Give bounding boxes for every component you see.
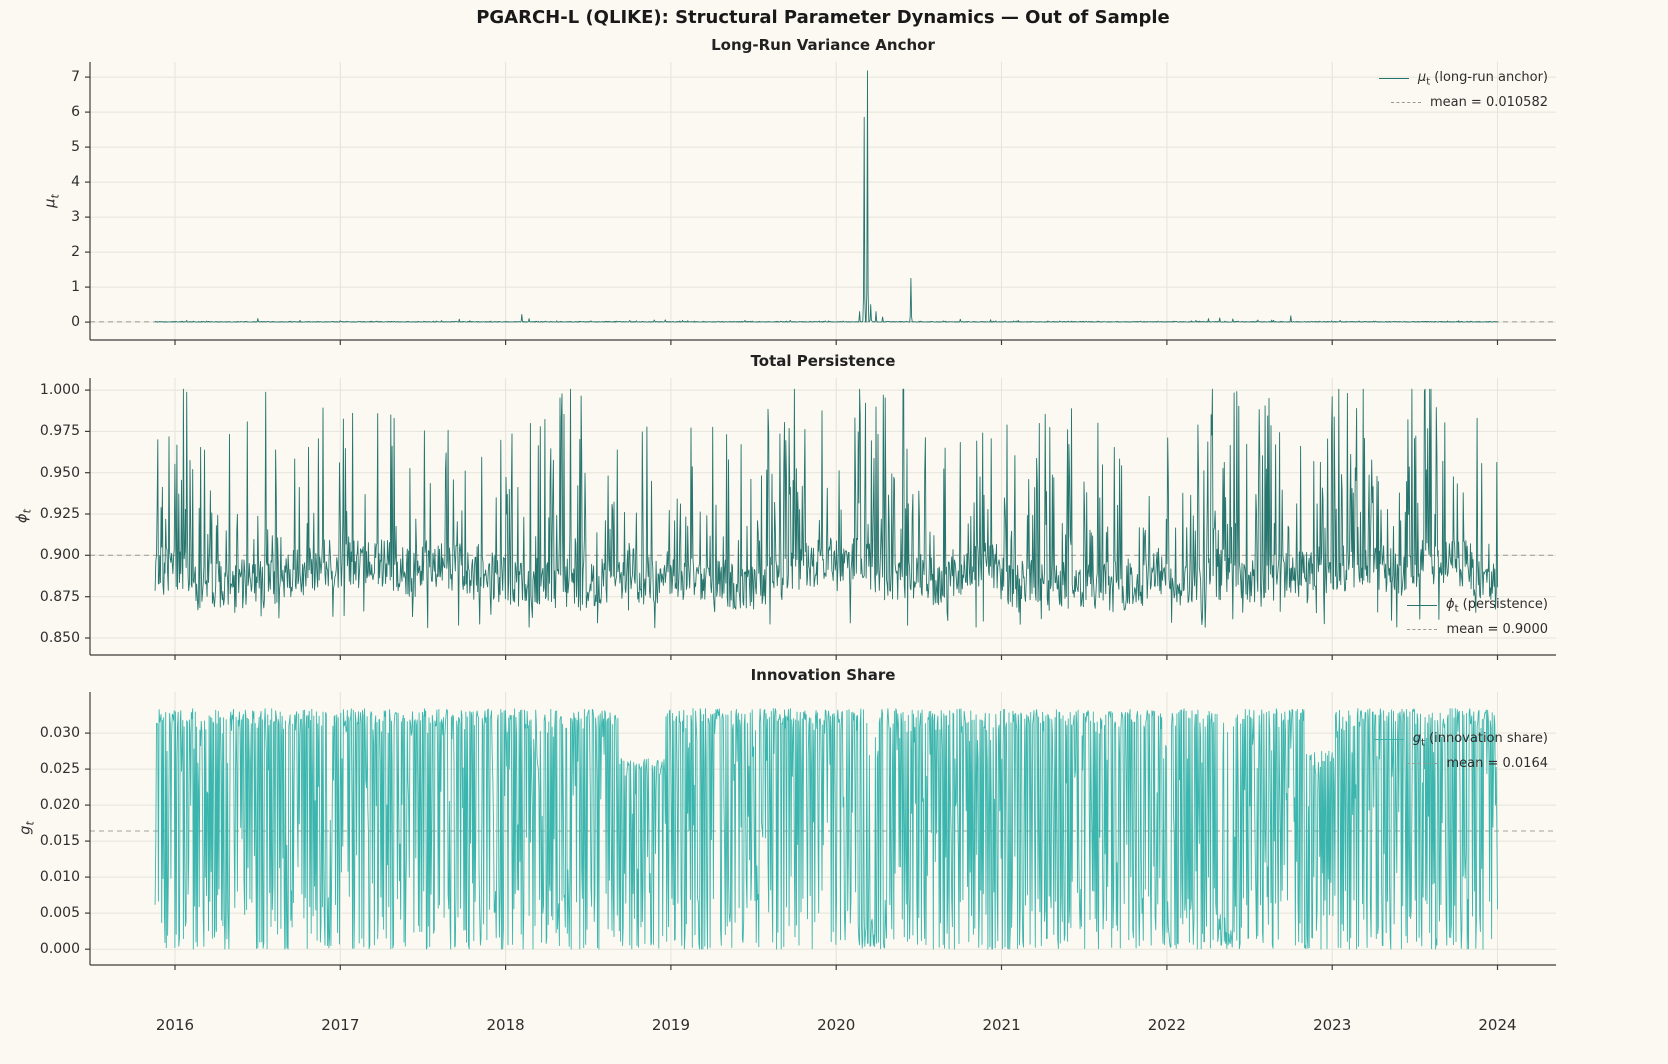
y-tick-label: 0.850 <box>39 629 80 646</box>
y-tick-label: 0.875 <box>39 588 80 605</box>
legend-line-sample-icon <box>1406 605 1437 607</box>
legend-line-sample-icon <box>1373 739 1404 741</box>
series-line-mu_t <box>154 70 1498 323</box>
series-line-g_t <box>154 708 1498 950</box>
mu-symbol: μ <box>42 198 59 208</box>
y-tick-label: 6 <box>71 104 80 121</box>
legend-item-phi-series: ϕt (persistence) <box>1406 597 1548 615</box>
legend-item-g-series: gt (innovation share) <box>1373 731 1548 749</box>
y-tick-label: 3 <box>71 209 80 226</box>
legend-item-mean: mean = 0.0164 <box>1407 756 1548 771</box>
y-tick-label: 0 <box>71 314 80 331</box>
series-line-phi_t <box>154 388 1498 629</box>
legend-item-mean: mean = 0.9000 <box>1407 622 1548 637</box>
main-title: PGARCH-L (QLIKE): Structural Parameter D… <box>476 7 1170 28</box>
y-tick-label: 0.020 <box>39 797 80 814</box>
legend-dash-sample-icon <box>1407 628 1438 630</box>
legend-panel-3: gt (innovation share) mean = 0.0164 <box>1373 731 1548 771</box>
panel-title-innovation-share: Innovation Share <box>750 666 896 684</box>
y-tick-label: 0.975 <box>39 423 80 440</box>
y-tick-label: 5 <box>71 139 80 156</box>
x-tick-label: 2023 <box>1313 1016 1352 1034</box>
legend-panel-2: ϕt (persistence) mean = 0.9000 <box>1406 597 1548 637</box>
y-tick-label: 0.005 <box>39 905 80 922</box>
legend-dash-sample-icon <box>1407 762 1438 764</box>
y-tick-label: 0.925 <box>39 506 80 523</box>
legend-panel-1: μt (long-run anchor) mean = 0.010582 <box>1378 70 1548 110</box>
x-tick-label: 2017 <box>321 1016 360 1034</box>
x-tick-label: 2018 <box>486 1016 525 1034</box>
y-tick-label: 1 <box>71 279 80 296</box>
y-tick-label: 0.025 <box>39 761 80 778</box>
legend-item-mu-series: μt (long-run anchor) <box>1378 70 1548 88</box>
legend-label: μt (long-run anchor) <box>1417 70 1548 88</box>
x-tick-label: 2019 <box>651 1016 690 1034</box>
legend-label: ϕt (persistence) <box>1445 597 1548 615</box>
y-tick-label: 0.950 <box>39 464 80 481</box>
legend-label: gt (innovation share) <box>1412 731 1548 749</box>
x-tick-label: 2016 <box>155 1016 195 1034</box>
y-tick-label: 0.000 <box>39 941 80 958</box>
legend-mean-label: mean = 0.010582 <box>1429 94 1548 110</box>
x-tick-label: 2024 <box>1478 1016 1517 1034</box>
legend-mean-label: mean = 0.0164 <box>1446 755 1548 771</box>
legend-line-sample-icon <box>1378 78 1409 80</box>
x-tick-label: 2022 <box>1147 1016 1186 1034</box>
ylabel-mu-t: μt <box>42 194 62 208</box>
legend-item-mean: mean = 0.010582 <box>1390 94 1548 110</box>
panel-title-long-run-variance-anchor: Long-Run Variance Anchor <box>711 36 935 54</box>
x-tick-label: 2020 <box>817 1016 856 1034</box>
y-tick-label: 0.900 <box>39 547 80 564</box>
y-tick-label: 0.010 <box>39 869 80 886</box>
y-tick-label: 0.015 <box>39 833 80 850</box>
y-tick-label: 0.030 <box>39 725 80 742</box>
legend-dash-sample-icon <box>1390 101 1421 103</box>
y-tick-label: 1.000 <box>39 382 80 399</box>
y-tick-label: 2 <box>71 244 80 261</box>
y-tick-label: 4 <box>71 174 80 191</box>
panel-title-total-persistence: Total Persistence <box>750 352 896 370</box>
y-tick-label: 7 <box>71 69 80 86</box>
x-tick-label: 2021 <box>982 1016 1021 1034</box>
legend-mean-label: mean = 0.9000 <box>1446 621 1548 637</box>
